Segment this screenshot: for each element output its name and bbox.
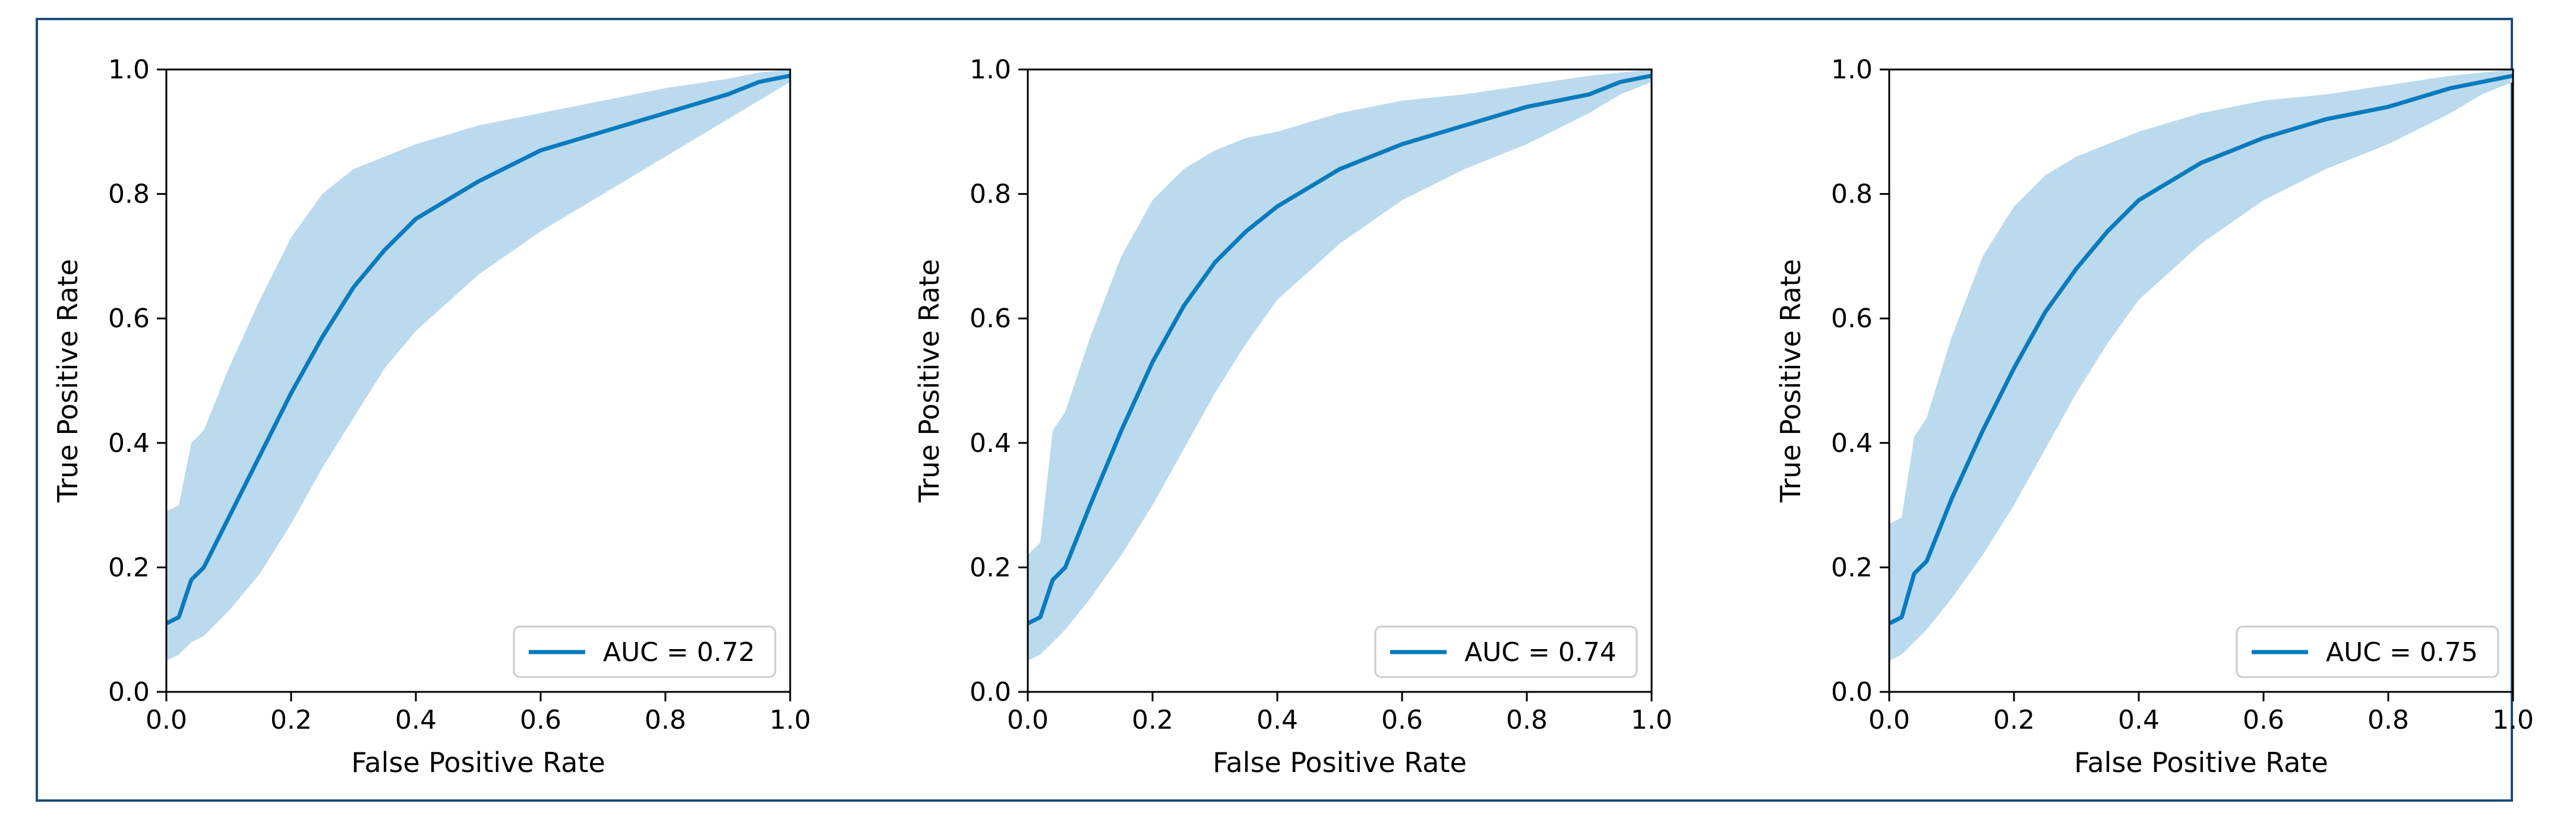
x-tick-label: 0.0 (146, 705, 187, 735)
legend-label: AUC = 0.74 (1464, 637, 1617, 668)
roc-curve-line (1888, 74, 2514, 625)
x-tick-label: 0.0 (1868, 705, 1910, 735)
y-axis-label: True Positive Rate (913, 259, 945, 503)
legend-box (1374, 625, 1638, 678)
roc-chart-2: 0.0 0.2 0.4 0.6 0.8 1.0 0.0 0.2 0.4 0.6 0.8 1.0 Fals… (913, 55, 1672, 779)
x-tick-label: 0.6 (520, 705, 561, 735)
roc-curve-line (1027, 74, 1652, 625)
y-tick-label: 1.0 (970, 55, 1011, 85)
y-tick-label: 0.8 (970, 179, 1011, 210)
y-tick-label: 1.0 (1831, 55, 1873, 85)
axes-frame (1888, 68, 2514, 693)
x-tick-label: 1.0 (2492, 705, 2534, 735)
y-tick-label: 0.8 (1831, 179, 1873, 210)
x-tick-label: 0.4 (2118, 705, 2160, 735)
y-tick-label: 0.2 (108, 552, 150, 583)
x-tick-label: 0.6 (1381, 705, 1423, 735)
y-tick-label: 0.2 (970, 552, 1011, 583)
roc-curve-line (165, 74, 791, 625)
legend-box (513, 625, 776, 678)
x-tick-label: 0.2 (270, 705, 312, 735)
y-tick-label: 0.6 (970, 303, 1011, 334)
x-tick-label: 1.0 (769, 705, 811, 735)
x-tick-label: 0.8 (1506, 705, 1548, 735)
y-tick-label: 0.6 (1831, 303, 1873, 334)
y-axis-label: True Positive Rate (52, 259, 84, 503)
legend: AUC = 0.72 (513, 625, 776, 678)
x-axis-label: False Positive Rate (351, 747, 605, 779)
x-tick-label: 0.8 (645, 705, 686, 735)
y-tick-label: 0.2 (1831, 552, 1873, 583)
x-tick-label: 0.4 (395, 705, 437, 735)
x-tick-label: 0.2 (1132, 705, 1173, 735)
x-tick-label: 0.2 (1993, 705, 2035, 735)
confidence-band (1028, 69, 1652, 661)
roc-chart-3: 0.0 0.2 0.4 0.6 0.8 1.0 0.0 0.2 0.4 0.6 0.8 1.0 Fals… (1775, 55, 2534, 779)
roc-chart-1: 0.0 0.2 0.4 0.6 0.8 1.0 0.0 0.2 0.4 0.6 0.8 1.0 Fals… (52, 55, 811, 779)
legend-label: AUC = 0.72 (603, 637, 755, 668)
confidence-band (1889, 69, 2513, 661)
legend: AUC = 0.75 (2236, 625, 2499, 678)
axes-frame (1027, 68, 1653, 693)
x-axis-label: False Positive Rate (2074, 747, 2328, 779)
legend-box (2236, 625, 2499, 678)
x-tick-label: 0.8 (2367, 705, 2409, 735)
y-tick-label: 1.0 (108, 55, 150, 85)
y-tick-label: 0.0 (1831, 677, 1873, 707)
confidence-band (166, 69, 790, 661)
y-tick-label: 0.8 (108, 179, 150, 210)
y-tick-label: 0.0 (108, 677, 150, 707)
legend-label: AUC = 0.75 (2326, 637, 2478, 668)
y-tick-label: 0.4 (1831, 428, 1873, 458)
axes-frame (165, 68, 791, 693)
y-axis-label: True Positive Rate (1775, 259, 1807, 503)
legend: AUC = 0.74 (1374, 625, 1638, 678)
x-tick-label: 0.6 (2243, 705, 2284, 735)
x-tick-label: 0.0 (1007, 705, 1049, 735)
x-tick-label: 0.4 (1257, 705, 1298, 735)
y-tick-label: 0.4 (970, 428, 1011, 458)
x-axis-label: False Positive Rate (1213, 747, 1467, 779)
y-tick-label: 0.6 (108, 303, 150, 334)
y-tick-label: 0.0 (970, 677, 1011, 707)
x-tick-label: 1.0 (1631, 705, 1672, 735)
y-tick-label: 0.4 (108, 428, 150, 458)
